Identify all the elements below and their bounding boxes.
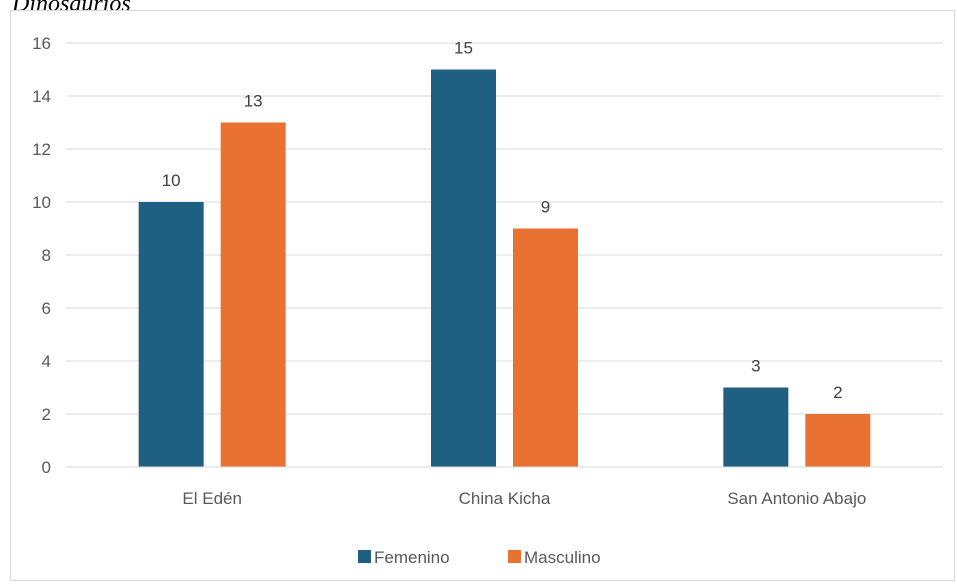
data-label: 3 (751, 357, 760, 376)
data-label: 10 (162, 171, 181, 190)
bar-femenino-2[interactable] (431, 69, 496, 468)
bar-femenino-3[interactable] (723, 387, 789, 468)
legend-label: Masculino (524, 548, 601, 567)
data-label: 2 (833, 383, 842, 402)
y-tick-label: 6 (42, 299, 51, 318)
x-tick-label: China Kicha (459, 489, 551, 508)
y-tick-label: 10 (32, 193, 51, 212)
bar-masculino-2[interactable] (513, 228, 578, 468)
data-label: 13 (244, 92, 263, 111)
y-axis: 0 2 4 6 8 10 12 14 16 (32, 34, 51, 477)
legend[interactable]: Femenino Masculino (358, 548, 601, 567)
chart-frame: 0 2 4 6 8 10 12 14 16 10 13 15 9 3 2 El Edén China Kic… (10, 10, 955, 581)
legend-item-masculino[interactable]: Masculino (508, 548, 601, 567)
x-tick-label: El Edén (182, 489, 242, 508)
y-tick-label: 4 (42, 352, 51, 371)
legend-label: Femenino (374, 548, 450, 567)
y-tick-label: 14 (32, 87, 51, 106)
legend-item-femenino[interactable]: Femenino (358, 548, 450, 567)
y-tick-label: 8 (42, 246, 51, 265)
bar-masculino-1[interactable] (220, 122, 286, 468)
bar-chart: 0 2 4 6 8 10 12 14 16 10 13 15 9 3 2 El Edén China Kic… (32, 34, 943, 567)
y-tick-label: 16 (32, 34, 51, 53)
y-tick-label: 2 (42, 405, 51, 424)
y-tick-label: 0 (42, 458, 51, 477)
legend-swatch (508, 550, 521, 563)
legend-swatch (358, 550, 371, 563)
bar-femenino-1[interactable] (138, 202, 204, 467)
x-axis: El Edén China Kicha San Antonio Abajo (66, 466, 943, 508)
bar-masculino-3[interactable] (805, 414, 871, 467)
bars: 10 13 15 9 3 2 (138, 39, 871, 468)
data-label: 15 (454, 39, 473, 58)
y-tick-label: 12 (32, 140, 51, 159)
data-label: 9 (541, 198, 550, 217)
x-tick-label: San Antonio Abajo (727, 489, 866, 508)
